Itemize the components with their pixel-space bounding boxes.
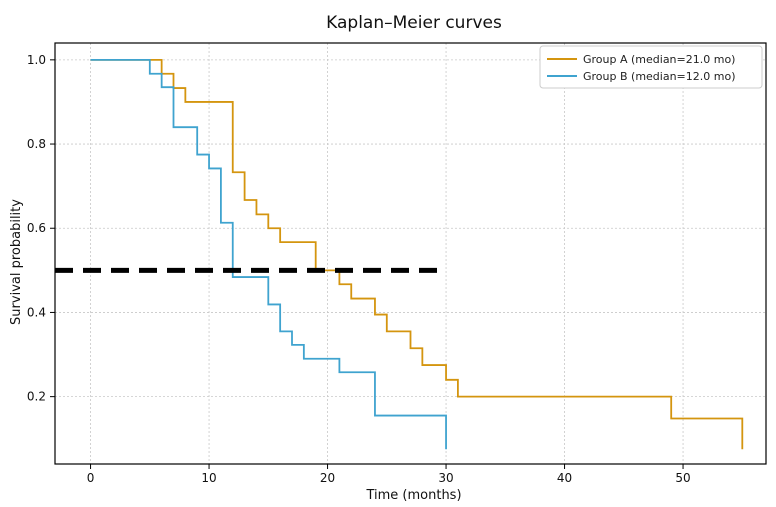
axis-ticks: 0 10 20 30 40 50 0.2 0.4 0.6 0.8 1.0 bbox=[27, 53, 691, 485]
grid bbox=[55, 43, 766, 464]
y-tick-label: 0.2 bbox=[27, 390, 46, 404]
x-tick-label: 0 bbox=[87, 471, 95, 485]
chart-title: Kaplan–Meier curves bbox=[326, 13, 502, 33]
series-line-group-a bbox=[90, 58, 744, 450]
y-tick-label: 0.4 bbox=[27, 305, 46, 319]
x-tick-label: 30 bbox=[438, 471, 453, 485]
y-tick-label: 0.8 bbox=[27, 137, 46, 151]
x-tick-label: 10 bbox=[201, 471, 216, 485]
legend-label-group-b: Group B (median=12.0 mo) bbox=[583, 70, 736, 83]
legend-box bbox=[539, 45, 763, 89]
series-lines bbox=[90, 58, 744, 450]
plot-frame bbox=[54, 42, 767, 465]
x-tick-label: 40 bbox=[557, 471, 572, 485]
x-tick-label: 50 bbox=[675, 471, 690, 485]
x-axis-label: Time (months) bbox=[365, 488, 461, 503]
y-axis-label: Survival probability bbox=[9, 199, 24, 325]
series-line-group-b bbox=[90, 58, 447, 450]
y-tick-label: 1.0 bbox=[27, 53, 46, 67]
y-tick-label: 0.6 bbox=[27, 221, 46, 235]
legend-label-group-a: Group A (median=21.0 mo) bbox=[583, 53, 735, 66]
x-tick-label: 20 bbox=[320, 471, 335, 485]
legend: Group A (median=21.0 mo) Group B (median… bbox=[539, 45, 763, 89]
